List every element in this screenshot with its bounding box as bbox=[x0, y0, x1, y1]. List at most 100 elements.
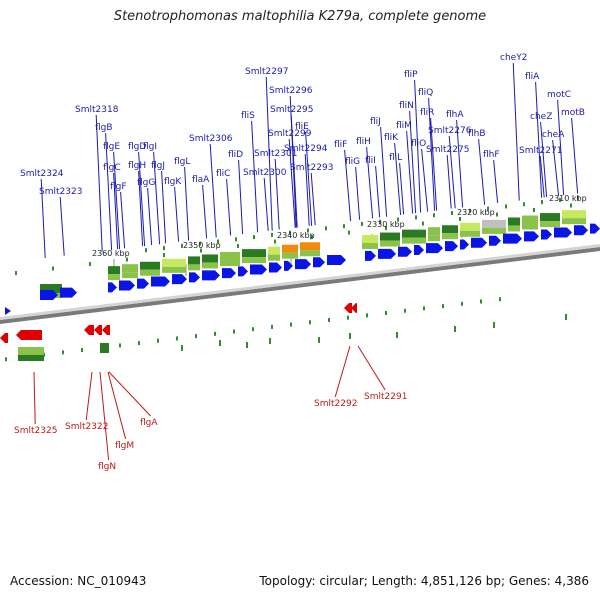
tick-mark bbox=[235, 237, 237, 242]
gene-label: Smlt2324 bbox=[20, 169, 64, 179]
tick-mark bbox=[271, 232, 273, 237]
gene-label: Smlt2294 bbox=[284, 144, 328, 154]
gene-label: Smlt2300 bbox=[243, 168, 287, 178]
conservation-block bbox=[300, 250, 320, 257]
leader-line bbox=[512, 62, 520, 201]
genome-backbone bbox=[0, 244, 600, 324]
forward-gene-arrow bbox=[541, 229, 552, 240]
leader-line bbox=[571, 117, 579, 194]
tick-mark bbox=[505, 204, 507, 209]
tick-mark bbox=[200, 248, 202, 253]
gene-label: fliH bbox=[356, 137, 371, 147]
leader-line bbox=[409, 110, 417, 214]
leader-line bbox=[161, 170, 167, 244]
leader-line bbox=[33, 371, 36, 425]
gene-label: Smlt2293 bbox=[290, 163, 333, 173]
tick-mark bbox=[5, 357, 7, 362]
gene-label: flhA bbox=[446, 110, 464, 120]
leader-line bbox=[263, 177, 269, 231]
conservation-block bbox=[100, 343, 109, 353]
tick-mark bbox=[496, 212, 498, 217]
tick-mark bbox=[157, 338, 159, 343]
conservation-block bbox=[282, 252, 298, 259]
tick-mark bbox=[422, 221, 424, 226]
tick-mark bbox=[119, 343, 121, 348]
forward-gene-arrow bbox=[365, 250, 376, 261]
forward-gene-arrow bbox=[503, 233, 522, 244]
reverse-gene-arrow bbox=[16, 330, 42, 340]
conservation-block bbox=[300, 242, 320, 251]
gene-label: cheZ bbox=[530, 112, 552, 122]
conservation-block bbox=[362, 242, 378, 249]
tick-mark bbox=[343, 224, 345, 229]
forward-gene-arrow bbox=[426, 243, 443, 254]
tick-mark bbox=[233, 329, 235, 334]
leader-line bbox=[310, 172, 316, 226]
leader-line bbox=[107, 371, 127, 440]
leader-line bbox=[288, 138, 296, 228]
leader-line bbox=[95, 114, 103, 252]
tick-mark bbox=[89, 262, 91, 267]
forward-gene-labels: Smlt2324 Smlt2323 Smlt2318 flgB flgE flgC flgF… bbox=[20, 53, 585, 197]
gene-label: flhF bbox=[483, 150, 500, 160]
forward-gene-arrow bbox=[460, 239, 469, 250]
conservation-block bbox=[162, 266, 186, 273]
tick-mark bbox=[126, 257, 128, 262]
gene-label: flaA bbox=[192, 175, 210, 185]
forward-gene-arrow bbox=[378, 248, 396, 259]
gene-label: flhB bbox=[468, 129, 486, 139]
reverse-tick bbox=[493, 322, 495, 328]
forward-gene-arrow bbox=[60, 287, 77, 298]
leader-line bbox=[99, 371, 110, 461]
genome-title: Stenotrophomonas maltophilia K279a, comp… bbox=[113, 9, 487, 24]
leader-line bbox=[399, 162, 405, 215]
tick-mark bbox=[163, 253, 165, 258]
gene-label: fliM bbox=[396, 121, 412, 131]
conservation-block bbox=[202, 254, 218, 263]
conservation-block bbox=[140, 261, 160, 270]
reverse-tick bbox=[246, 342, 248, 348]
tick-mark bbox=[253, 235, 255, 240]
gene-label: flgE bbox=[103, 142, 120, 152]
conservation-block bbox=[242, 249, 266, 258]
leader-line bbox=[59, 196, 65, 256]
tick-mark bbox=[385, 226, 387, 231]
reverse-tick bbox=[565, 314, 567, 320]
leader-line bbox=[540, 121, 548, 198]
leader-line bbox=[147, 187, 153, 246]
leader-line bbox=[265, 76, 273, 231]
reverse-tick bbox=[181, 345, 183, 351]
forward-gene-arrow bbox=[5, 307, 11, 315]
tick-mark bbox=[195, 334, 197, 339]
gene-label: motB bbox=[561, 108, 585, 118]
forward-gene-arrow bbox=[524, 231, 539, 242]
leader-line bbox=[174, 186, 180, 242]
conservation-block bbox=[482, 219, 506, 228]
leader-line bbox=[380, 126, 388, 217]
tick-mark bbox=[499, 297, 501, 302]
leader-line bbox=[355, 166, 361, 220]
gene-label: flgI bbox=[143, 142, 157, 152]
gene-label: Smlt2325 bbox=[14, 426, 57, 436]
leader-line bbox=[428, 97, 436, 211]
accession-text: Accession: NC_010943 bbox=[10, 574, 147, 588]
tick-mark bbox=[559, 197, 561, 202]
conservation-block bbox=[362, 234, 378, 243]
gene-label: fliD bbox=[228, 150, 243, 160]
forward-gene-arrow bbox=[40, 290, 58, 301]
conservation-block bbox=[162, 258, 186, 267]
reverse-tick bbox=[269, 338, 271, 344]
leader-line bbox=[120, 191, 126, 249]
leader-line bbox=[446, 154, 452, 209]
conservation-block bbox=[40, 284, 62, 294]
gene-label: Smlt2292 bbox=[314, 399, 357, 409]
gene-label: flgH bbox=[128, 161, 146, 171]
forward-gene-arrow bbox=[574, 225, 588, 236]
forward-gene-arrow bbox=[284, 260, 293, 271]
conservation-block bbox=[380, 240, 400, 247]
leader-line bbox=[421, 148, 429, 212]
leader-line bbox=[226, 178, 232, 236]
tick-mark bbox=[577, 195, 579, 200]
forward-gene-arrow bbox=[554, 227, 572, 238]
